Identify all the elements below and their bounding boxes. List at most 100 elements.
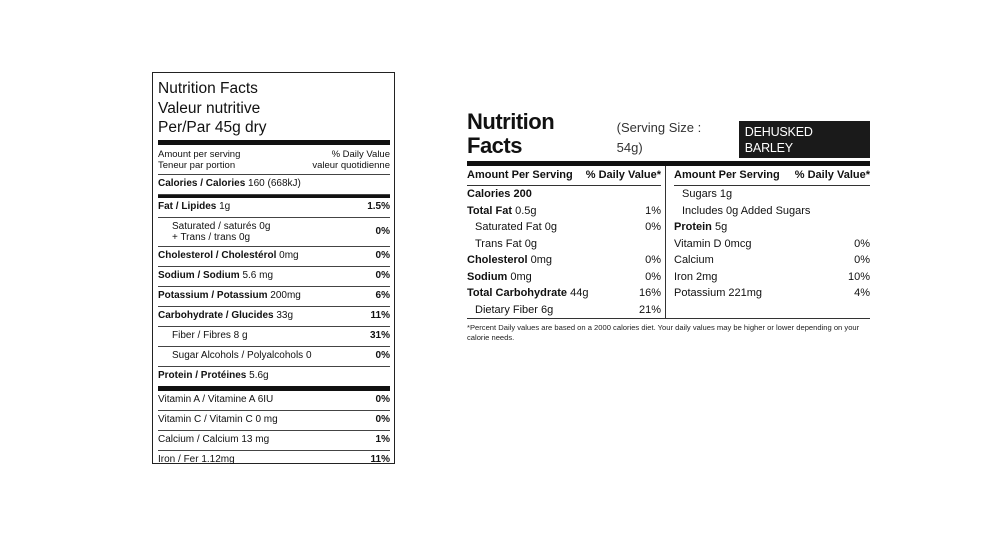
nutrient-row: Includes 0g Added Sugars [674,203,870,220]
nutrient-row: Iron 2mg 10% [674,269,870,286]
amount-header: Amount Per Serving [467,169,573,181]
nutrient-name: Vitamin D 0mcg [674,236,751,253]
nutrient-name: Total Carbohydrate 44g [467,285,588,302]
nutrient-value: 200mg [270,290,301,301]
nutrient-row-sugar-alcohols: Sugar Alcohols / Polyalcohols 0 0% [158,347,390,367]
nutrient-amount: Potassium 221mg [674,287,763,299]
thick-divider [158,139,390,145]
nutrient-row: Potassium 221mg 4% [674,285,870,302]
nutrient-pct: 0% [854,254,870,266]
nutrient-row: Trans Fat 0g [467,236,661,253]
nutrient-name-bold: Protein [674,221,712,233]
nutrient-name: Fiber / Fibres 8 g [172,330,248,341]
nutrient-pct: 16% [638,287,661,299]
product-badge: DEHUSKED BARLEY [738,121,871,158]
nutrient-value: 0mg [279,250,299,261]
dv-label-en: % Daily Value [331,148,390,160]
nutrient-name: Potassium / Potassium [158,290,268,301]
nutrient-name-bold: Cholesterol [467,254,528,266]
column-header: Amount Per Serving % Daily Value* [674,166,870,186]
vitamin-pct: 0% [375,394,390,405]
nutrient-value: 33g [276,310,294,321]
nutrient-name: Sodium 0mg [467,269,532,286]
amount-header: Amount per serving Teneur par portion % … [158,145,390,175]
calories-row: Calories / Calories 160 (668kJ) [158,175,390,195]
vitamin-name: Vitamin C / Vitamin C 0 mg [158,414,278,425]
vitamin-row-calcium: Calcium / Calcium 13 mg 1% [158,431,390,451]
nutrient-amount: Calcium [674,254,714,266]
nutrient-row-saturated: Saturated / saturés 0g + Trans / trans 0g… [158,218,390,247]
nutrient-amount: Saturated Fat 0g [475,221,557,233]
nutrient-row: Sodium 0mg 0% [467,269,661,286]
nutrient-name: Total Fat 0.5g [467,203,536,220]
footnote: *Percent Daily values are based on a 200… [467,323,860,342]
nutrient-name-bold: Sodium [467,270,508,283]
nutrient-pct: 6% [375,290,390,301]
nutrient-amount: 0mg [507,270,532,283]
nutrient-name: Sodium / Sodium [158,270,240,281]
nutrient-row-fat: Fat / Lipides 1g 1.5% [158,198,390,218]
label-title-en: Nutrition Facts [158,80,258,97]
vitamin-row-c: Vitamin C / Vitamin C 0 mg 0% [158,411,390,431]
nutrient-table: Amount Per Serving % Daily Value* Calori… [467,166,870,319]
bilingual-nutrition-label: Nutrition Facts Valeur nutritive Per/Par… [152,72,395,465]
nutrient-amount: Iron 2mg [674,270,718,283]
nutrient-row-protein: Protein / Protéines 5.6g [158,367,390,386]
vitamin-name: Vitamin A / Vitamine A 6IU [158,394,274,405]
nutrient-value: 1g [219,201,231,212]
nutrient-name: Cholesterol 0mg [467,252,552,269]
nutrient-amount: 0mg [527,254,552,266]
nutrient-name: Fat / Lipides [158,201,217,212]
nutrient-name: Protein 5g [674,219,727,236]
nutrient-pct: 21% [638,303,661,316]
nutrient-name: Cholesterol / Cholestérol [158,250,277,261]
nutrient-amount: Trans Fat 0g [475,237,537,250]
nutrient-amount: Vitamin D 0mcg [674,237,752,250]
nutrient-pct: 0% [645,254,661,266]
thick-divider [158,385,390,391]
nutrient-pct: 31% [369,330,390,341]
label-title-fr: Valeur nutritive [158,99,261,117]
calories-name: Calories / Calories [158,178,246,189]
nutrient-row-potassium: Potassium / Potassium 200mg 6% [158,287,390,307]
nutrient-row: Cholesterol 0mg 0% [467,252,661,269]
nutrient-row: Protein 5g [674,219,870,236]
nutrient-value: 5.6g [249,370,269,381]
nutrient-name-bold: Total Carbohydrate [467,287,568,299]
amount-header: Amount Per Serving [674,169,780,181]
vitamin-pct: 0% [375,414,390,425]
nutrient-name: Potassium 221mg [674,285,762,302]
nutrient-name: Includes 0g Added Sugars [674,203,810,220]
nutrient-pct: 0% [854,237,870,250]
dv-header: % Daily Value* [794,169,870,181]
nutrient-name: Saturated Fat 0g [467,219,557,236]
nutrient-name: Dietary Fiber 6g [467,302,553,319]
nutrient-name-bold: Total Fat [467,204,513,217]
nutrient-amount: 5g [711,221,728,233]
dv-label-fr: valeur quotidienne [312,159,390,171]
column-header: Amount Per Serving % Daily Value* [467,166,661,186]
nutrient-pct: 4% [854,287,870,299]
nutrient-row: Saturated Fat 0g 0% [467,219,661,236]
nutrient-column-right: Amount Per Serving % Daily Value* Sugars… [666,166,870,318]
nutrient-pct: 10% [847,270,870,283]
nutrient-name: Saturated / saturés 0g [172,220,271,232]
nutrient-pct: 0% [375,225,390,237]
nutrient-row: Vitamin D 0mcg 0% [674,236,870,253]
nutrient-name: Calcium [674,252,714,269]
nutrient-amount: 0.5g [512,204,537,217]
mid-divider [158,194,390,198]
nutrient-pct: 0% [375,270,390,281]
label-serving: Per/Par 45g dry [158,119,267,136]
nutrient-row: Calcium 0% [674,252,870,269]
nutrient-row: Dietary Fiber 6g 21% [467,302,661,319]
nutrient-pct: 0% [375,250,390,261]
nutrient-name: Sugar Alcohols / Polyalcohols 0 [172,350,312,361]
nutrient-pct: 1.5% [367,201,390,212]
serving-size: (Serving Size : 54g) [616,120,702,155]
vitamin-row-iron: Iron / Fer 1.12mg 11% [158,451,390,470]
calories-value: 160 (668kJ) [248,178,301,189]
nutrient-value: 5.6 mg [242,270,274,281]
nutrient-row-cholesterol: Cholesterol / Cholestérol 0mg 0% [158,247,390,267]
vitamin-name: Iron / Fer 1.12mg [158,454,235,465]
